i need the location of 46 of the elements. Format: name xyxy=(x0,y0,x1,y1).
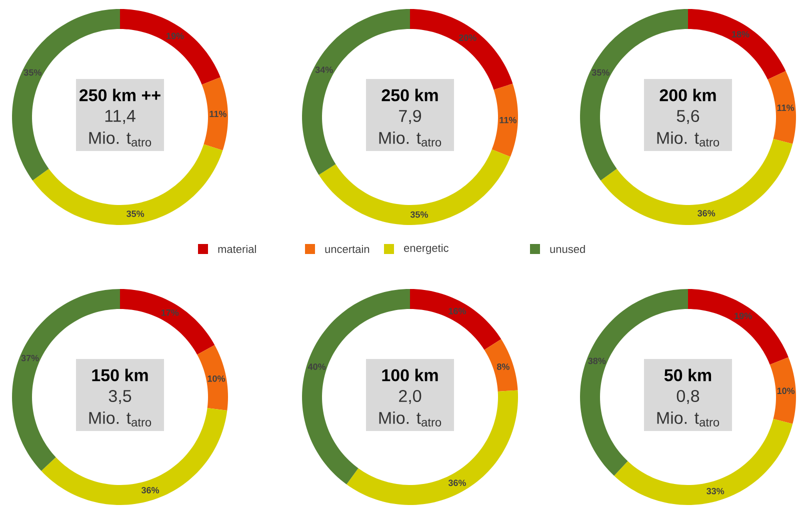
data-label: 33% xyxy=(706,488,724,494)
data-label: 18% xyxy=(732,31,750,38)
data-label: 37% xyxy=(21,354,39,362)
data-label: 35% xyxy=(410,211,428,218)
data-label: 11% xyxy=(500,116,516,124)
text: 11,4 xyxy=(105,110,136,124)
text: Mio. t$_{atro}$ xyxy=(89,411,152,427)
legend-label: material xyxy=(218,244,256,254)
data-label: 19% xyxy=(734,312,752,320)
data-label: 36% xyxy=(448,480,466,486)
data-label: 11% xyxy=(210,110,226,118)
legend-label: unused xyxy=(550,244,585,254)
data-label: 17% xyxy=(161,309,179,316)
data-label: 35% xyxy=(592,69,610,76)
text: Mio. t$_{atro}$ xyxy=(657,131,720,147)
legend-label: energetic xyxy=(404,244,448,254)
text: 150 km xyxy=(92,368,148,382)
text: Mio. t$_{atro}$ xyxy=(379,411,442,427)
data-label: 10% xyxy=(208,375,226,382)
text: Mio. t$_{atro}$ xyxy=(89,131,152,147)
data-label: 16% xyxy=(448,308,466,314)
data-label: 34% xyxy=(315,66,333,73)
data-label: 38% xyxy=(588,358,606,364)
data-label: 35% xyxy=(24,69,42,76)
text: 3,5 xyxy=(108,390,132,404)
text: 250 km xyxy=(382,88,438,102)
text: 7,9 xyxy=(399,110,422,124)
data-label: 11% xyxy=(777,104,794,111)
text: 200 km xyxy=(660,88,716,102)
data-label: 36% xyxy=(141,487,160,494)
text: 0,8 xyxy=(676,390,700,404)
text: Mio. t$_{atro}$ xyxy=(657,411,720,427)
legend-label: uncertain xyxy=(325,244,370,254)
text: 5,6 xyxy=(676,110,700,124)
text: 50 km xyxy=(664,368,712,382)
data-label: 10% xyxy=(777,388,795,394)
data-label: 8% xyxy=(496,364,510,370)
data-label: 20% xyxy=(458,34,476,41)
data-label: 35% xyxy=(126,210,144,217)
data-label: 36% xyxy=(698,210,716,216)
text: Mio. t$_{atro}$ xyxy=(379,131,442,147)
text: 2,0 xyxy=(399,390,422,404)
data-label: 40% xyxy=(308,364,326,370)
text: 100 km xyxy=(382,368,438,382)
text: 250 km ++ xyxy=(79,88,160,102)
data-label: 19% xyxy=(166,32,184,40)
